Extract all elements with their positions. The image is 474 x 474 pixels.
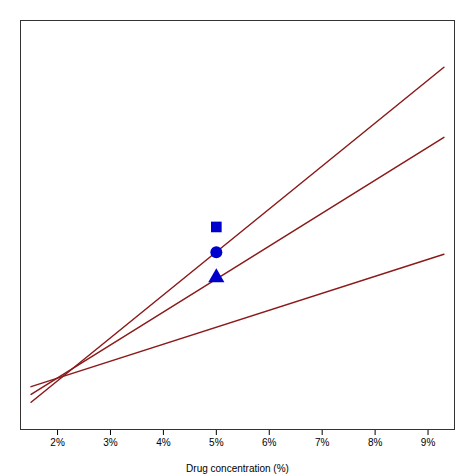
svg-text:5%: 5% [209,437,224,448]
svg-text:2%: 2% [50,437,65,448]
svg-text:9%: 9% [421,437,436,448]
svg-text:7%: 7% [315,437,330,448]
svg-text:Drug concentration (%): Drug concentration (%) [186,463,289,474]
svg-text:4%: 4% [156,437,171,448]
svg-text:6%: 6% [262,437,277,448]
svg-text:3%: 3% [103,437,118,448]
svg-text:8%: 8% [368,437,383,448]
